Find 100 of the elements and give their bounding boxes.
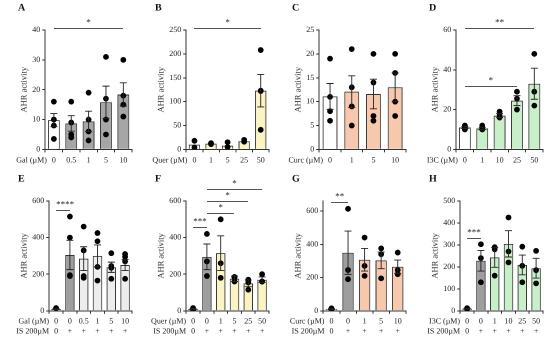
y-tick-label: 5 — [310, 120, 314, 130]
y-tick-label: 20 — [443, 104, 452, 114]
y-axis-title: AHR activity — [18, 66, 28, 112]
x-tick-label: 0 + — [346, 316, 351, 335]
y-tick-label: 0 — [310, 144, 314, 154]
x-axis-title: Gal (µM) — [16, 155, 48, 164]
y-tick-label: 100 — [169, 96, 182, 106]
chart-title: E — [18, 173, 25, 184]
x-axis-title: Curc (µM) — [288, 155, 324, 164]
y-tick-label: 200 — [32, 268, 44, 278]
y-tick-label: 10 — [32, 114, 40, 124]
x-tick-label: 1 — [350, 155, 354, 164]
x-tick-label: 0 0 — [191, 316, 196, 335]
x-tick-label: 5 — [371, 155, 376, 164]
annotation: ** — [334, 191, 346, 202]
x-tick-label: 1 + — [362, 316, 368, 335]
y-tick-label: 25 — [306, 25, 314, 34]
chart-title: G — [292, 173, 300, 184]
x-tick-label: 0 + — [204, 316, 210, 335]
chart-title: H — [429, 173, 437, 184]
y-tick-label: 200 — [443, 261, 456, 270]
x-tick-label: 1 + — [492, 316, 498, 335]
x-tick-label: 1 + — [95, 316, 100, 335]
y-tick-label: 40 — [443, 64, 452, 74]
y-axis-title: AHR activity — [155, 232, 166, 278]
x-tick-label: 0.5 + — [78, 316, 89, 335]
y-tick-label: 30 — [32, 54, 40, 64]
y-tick-label: 300 — [443, 240, 456, 249]
y-tick-label: 100 — [443, 283, 456, 292]
y-tick-label: 250 — [169, 25, 182, 34]
x-axis-title: Curc (µM) IS 200µM — [290, 316, 325, 335]
y-tick-label: 400 — [32, 232, 44, 242]
y-tick-label: 0 — [36, 144, 40, 154]
x-tick-label: 10 + — [121, 316, 130, 335]
y-tick-label: 400 — [306, 238, 318, 248]
y-axis-title: AHR activity — [429, 232, 440, 278]
y-tick-label: 0 — [451, 305, 456, 314]
x-tick-label: 50 — [256, 155, 265, 164]
significance-bracket: * — [206, 202, 234, 214]
x-tick-label: 0 0 — [329, 316, 334, 335]
x-axis-title: Quer (µM) — [152, 155, 188, 164]
x-tick-label: 5 + — [232, 316, 238, 335]
x-axis-title: I3C (µM) IS 200µM — [427, 316, 460, 335]
x-tick-label: 5 — [104, 155, 108, 164]
x-axis-title: Quer (µM) IS 200µM — [151, 316, 186, 335]
y-tick-label: 15 — [306, 72, 314, 82]
x-tick-label: 1 — [86, 155, 91, 164]
annotation: * — [488, 74, 494, 85]
x-tick-label: 0 — [328, 155, 332, 164]
x-tick-label: 50 + — [532, 316, 540, 335]
x-tick-label: 10 + — [394, 316, 402, 335]
y-tick-label: 200 — [169, 268, 182, 278]
y-tick-label: 0 — [177, 305, 182, 314]
chart-title: B — [155, 2, 162, 14]
y-tick-label: 400 — [169, 232, 182, 242]
y-tick-label: 60 — [443, 25, 452, 34]
x-tick-label: 1 + — [218, 316, 224, 335]
significance-bracket: ** — [464, 18, 534, 29]
y-tick-label: 0 — [177, 144, 182, 154]
x-tick-label: 0 + — [68, 316, 73, 335]
x-tick-label: 0 — [462, 155, 467, 164]
y-tick-label: 0 — [314, 305, 318, 314]
y-axis-title: AHR activity — [292, 66, 302, 112]
x-tick-label: 5 — [226, 155, 230, 164]
y-tick-label: 150 — [169, 72, 182, 82]
annotation: **** — [56, 199, 74, 210]
x-tick-label: 0.5 — [66, 155, 76, 164]
x-tick-label: 5 + — [378, 316, 384, 335]
chart-title: C — [292, 2, 300, 14]
x-tick-label: 0 0 — [54, 316, 58, 335]
y-tick-label: 0 — [447, 144, 452, 154]
x-tick-label: 50 + — [258, 316, 266, 335]
y-tick-label: 40 — [32, 25, 40, 34]
significance-bracket: *** — [467, 228, 481, 239]
y-axis-title: AHR activity — [292, 232, 302, 278]
y-axis-title: AHR activity — [155, 66, 166, 112]
significance-bracket: * — [206, 178, 262, 190]
y-tick-label: 200 — [169, 48, 182, 58]
x-tick-label: 50 — [530, 155, 538, 164]
x-tick-label: 0 + — [478, 316, 484, 335]
y-tick-label: 400 — [443, 218, 456, 227]
chart-title: D — [429, 2, 436, 14]
significance-bracket: * — [194, 18, 261, 29]
x-axis-title: I3C (µM) — [426, 155, 458, 164]
x-tick-label: 0 0 — [465, 316, 470, 335]
x-axis-title: Gal (µM) IS 200µM — [16, 316, 50, 335]
y-tick-label: 10 — [306, 96, 314, 106]
x-tick-label: 25 — [512, 155, 521, 164]
x-tick-label: 10 — [119, 155, 128, 164]
y-tick-label: 600 — [32, 196, 44, 205]
x-tick-label: 25 + — [518, 316, 526, 335]
x-tick-label: 10 + — [504, 316, 512, 335]
y-axis-title: AHR activity — [18, 232, 28, 278]
significance-bracket: * — [206, 190, 248, 202]
y-tick-label: 500 — [443, 196, 456, 205]
x-tick-label: 10 — [391, 155, 400, 164]
significance-bracket: *** — [193, 217, 207, 228]
annotation: * — [217, 202, 224, 212]
x-tick-label: 25 + — [244, 316, 252, 335]
x-tick-label: 0 — [192, 155, 196, 164]
